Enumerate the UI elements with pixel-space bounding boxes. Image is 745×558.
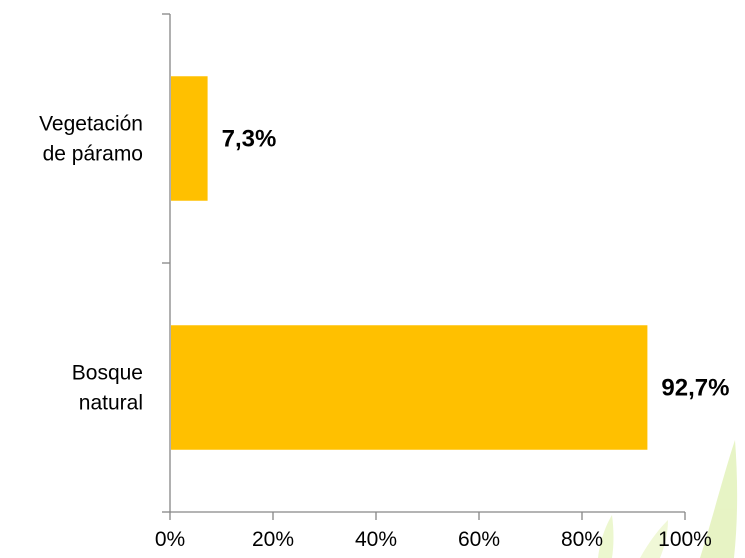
bar bbox=[171, 325, 648, 450]
category-label: de páramo bbox=[43, 143, 143, 166]
bar bbox=[171, 76, 208, 201]
bars bbox=[171, 76, 648, 450]
labels: Vegetación de páramo 7,3% Bosque natural 92,7… bbox=[39, 113, 729, 415]
leaf-decoration bbox=[598, 440, 738, 558]
x-tick-label: 60% bbox=[458, 528, 500, 551]
leaf-shape bbox=[700, 440, 738, 558]
leaf-shape bbox=[640, 520, 668, 558]
x-tick-label: 100% bbox=[658, 528, 712, 551]
x-tick-label: 80% bbox=[561, 528, 603, 551]
leaf-shape bbox=[598, 515, 614, 558]
category-label: Vegetación bbox=[39, 113, 143, 136]
x-tick-label: 20% bbox=[252, 528, 294, 551]
axes: 0% 20% 40% 60% 80% 100% bbox=[155, 13, 712, 551]
data-label: 92,7% bbox=[661, 375, 729, 402]
category-label: Bosque bbox=[72, 362, 143, 385]
x-tick-label: 0% bbox=[155, 528, 185, 551]
category-label: natural bbox=[79, 392, 143, 415]
x-tick-label: 40% bbox=[355, 528, 397, 551]
data-label: 7,3% bbox=[222, 126, 277, 153]
